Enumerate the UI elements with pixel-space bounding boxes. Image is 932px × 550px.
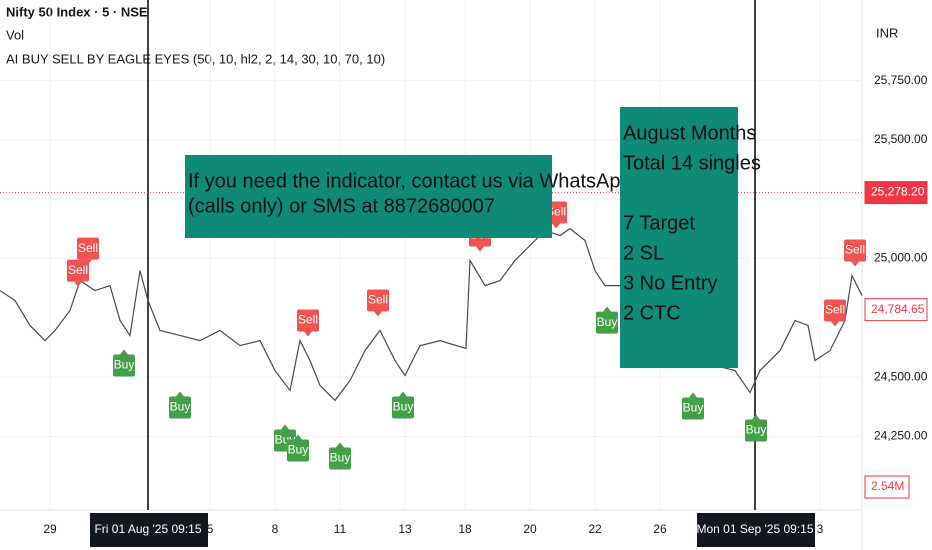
signal-label: Sell <box>368 293 388 307</box>
signal-pointer <box>476 246 484 252</box>
annotation-text: 3 No Entry <box>623 272 717 294</box>
signal-pointer <box>74 281 82 287</box>
signal-box <box>844 239 866 262</box>
signal-box <box>77 237 99 260</box>
annotation-box <box>620 107 738 368</box>
price-marker-box <box>864 298 928 322</box>
x-tick-label: 3 <box>817 522 824 536</box>
signal-label: Buy <box>170 400 191 414</box>
signal-pointer <box>689 392 697 398</box>
signal-label: Buy <box>330 451 351 465</box>
signal-box <box>113 354 135 377</box>
annotation-text: August Months <box>623 122 756 144</box>
signal-label: Sell <box>78 241 98 255</box>
signal-box <box>329 447 351 470</box>
signal-pointer <box>304 331 312 337</box>
x-tick-label: 20 <box>523 522 537 536</box>
indicator-name: AI BUY SELL BY EAGLE EYES (50, 10, hl2, … <box>6 51 385 66</box>
signal-label: Buy <box>746 423 767 437</box>
volume-box <box>864 475 910 499</box>
signal-label: Buy <box>393 400 414 414</box>
signal-box <box>596 311 618 334</box>
x-tick-label: 8 <box>272 522 279 536</box>
annotation-text: 2 CTC <box>623 302 681 324</box>
x-tick-label: 5 <box>207 522 214 536</box>
annotation-text: 2 SL <box>623 242 664 264</box>
signal-pointer <box>120 349 128 355</box>
x-tick-label: 26 <box>653 522 667 536</box>
symbol: Nifty 50 Index · 5 · NSE <box>6 4 148 19</box>
y-tick-label: 24,500.00 <box>874 369 928 383</box>
signal-box <box>682 397 704 420</box>
signal-label: Buy <box>683 401 704 415</box>
price-marker-label: 25,278.20 <box>871 185 925 199</box>
currency: INR <box>876 25 898 40</box>
x-tick-label: 29 <box>43 522 57 536</box>
signal-box <box>824 299 846 322</box>
y-tick-label: 25,000.00 <box>874 251 928 265</box>
signal-label: Sell <box>825 303 845 317</box>
price-marker-label: 24,784.65 <box>871 302 925 316</box>
signal-box <box>297 309 319 332</box>
signal-box <box>745 419 767 442</box>
signal-box <box>287 439 309 462</box>
signal-pointer <box>603 306 611 312</box>
y-tick-label: 24,250.00 <box>874 429 928 443</box>
price-marker-box <box>864 181 928 205</box>
signal-label: Sell <box>68 263 88 277</box>
x-tick-highlight <box>90 513 208 547</box>
signal-pointer <box>374 311 382 317</box>
volume-legend: Vol <box>6 27 24 42</box>
y-tick-label: 25,750.00 <box>874 73 928 87</box>
annotation-text: (calls only) or SMS at 8872680007 <box>188 195 495 217</box>
price-line <box>0 227 863 402</box>
x-tick-label: 13 <box>398 522 412 536</box>
signal-box <box>367 289 389 312</box>
volume-label: 2.54M <box>871 479 904 493</box>
signal-pointer <box>552 223 560 229</box>
signal-label: Sell <box>298 313 318 327</box>
x-tick-label: 18 <box>458 522 472 536</box>
y-tick-label: 25,500.00 <box>874 132 928 146</box>
x-tick-label: Mon 01 Sep '25 09:15 <box>696 522 813 536</box>
signal-pointer <box>176 391 184 397</box>
signal-pointer <box>281 424 289 430</box>
signal-pointer <box>294 434 302 440</box>
signal-pointer <box>399 391 407 397</box>
signal-box <box>392 396 414 419</box>
annotation-text: Total 14 singles <box>623 152 761 174</box>
signal-pointer <box>851 261 859 267</box>
annotation-box <box>185 155 552 238</box>
signal-label: Buy <box>597 315 618 329</box>
signal-label: Buy <box>114 358 135 372</box>
signal-box <box>67 259 89 282</box>
x-tick-label: 22 <box>588 522 602 536</box>
signal-label: Sell <box>845 243 865 257</box>
signal-pointer <box>752 414 760 420</box>
signal-pointer <box>831 321 839 327</box>
signal-label: Buy <box>288 443 309 457</box>
annotation-text: If you need the indicator, contact us vi… <box>188 170 632 192</box>
signal-box <box>169 396 191 419</box>
x-tick-label: Fri 01 Aug '25 09:15 <box>94 522 201 536</box>
signal-pointer <box>336 442 344 448</box>
x-tick-label: 11 <box>334 522 347 536</box>
annotation-text: 7 Target <box>623 212 695 234</box>
x-tick-highlight <box>697 513 815 547</box>
